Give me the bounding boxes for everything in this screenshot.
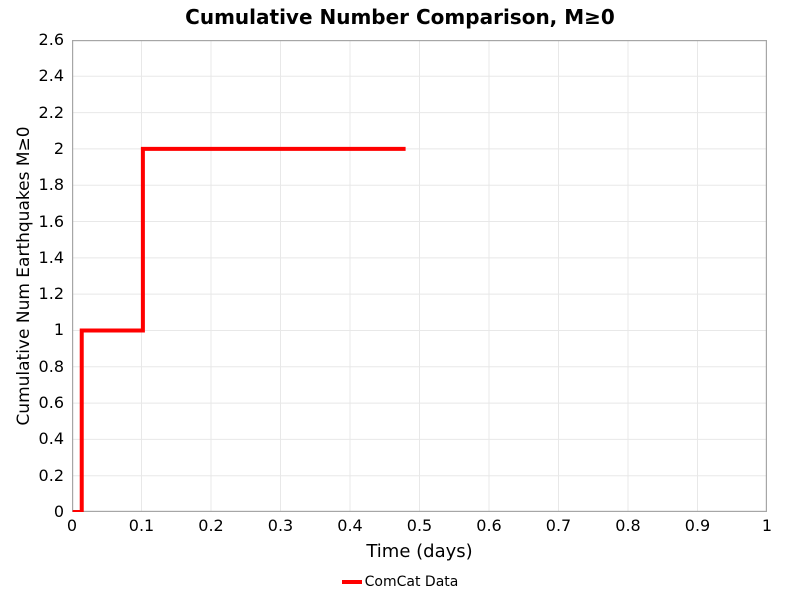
legend-line-swatch xyxy=(341,580,362,584)
plot-border xyxy=(72,40,767,512)
x-axis-label: Time (days) xyxy=(366,541,473,562)
x-tick-label: 0.1 xyxy=(128,516,155,535)
y-tick-label: 1.2 xyxy=(38,284,64,304)
plot-canvas xyxy=(72,40,767,512)
x-tick-label: 0.2 xyxy=(198,516,224,535)
y-tick-label: 2 xyxy=(53,138,64,158)
y-tick-label: 1.4 xyxy=(38,247,64,267)
x-tick-label: 0.4 xyxy=(337,516,363,535)
chart-title: Cumulative Number Comparison, M≥0 xyxy=(185,5,615,29)
x-tick-label: 0.6 xyxy=(476,516,502,535)
y-tick-label: 0.6 xyxy=(38,393,64,413)
y-tick-label: 1.6 xyxy=(38,211,64,231)
series-line-comcat-data xyxy=(72,146,406,512)
x-tick-label: 0.8 xyxy=(615,516,641,535)
y-tick-label: 1.8 xyxy=(38,175,64,195)
y-tick-label: 0.2 xyxy=(38,465,64,485)
x-tick-label: 0.5 xyxy=(406,516,433,535)
plot-area xyxy=(72,40,767,512)
x-tick-label: 0.9 xyxy=(684,516,711,535)
y-axis-label: Cumulative Num Earthquakes M≥0 xyxy=(14,126,34,426)
x-tick-label: 0.7 xyxy=(545,516,572,535)
y-tick-label: 2.6 xyxy=(38,30,64,49)
x-tick-label: 0 xyxy=(66,516,78,535)
legend-label: ComCat Data xyxy=(364,574,459,590)
legend: ComCat Data xyxy=(0,574,800,590)
y-tick-label: 2.4 xyxy=(38,66,64,86)
y-tick-label: 1 xyxy=(53,320,64,340)
y-tick-label: 0.8 xyxy=(38,356,64,376)
y-tick-label: 2.2 xyxy=(38,102,64,122)
x-tick-label: 0.3 xyxy=(267,516,294,535)
y-tick-label: 0.4 xyxy=(38,429,64,449)
y-tick-label: 0 xyxy=(53,502,64,521)
x-tick-label: 1 xyxy=(761,516,773,535)
